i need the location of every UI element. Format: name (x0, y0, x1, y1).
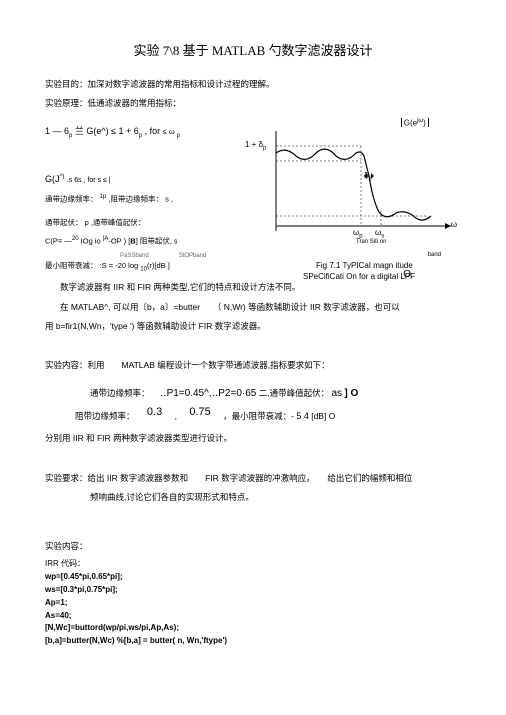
pb-spec-b: ‥P1=0.45^,‥P2=0·65 (160, 388, 256, 399)
band-label: band (428, 252, 441, 258)
code-line-4: Ap=1; (45, 597, 461, 610)
omega-p-label: ωp (353, 228, 363, 240)
principle-line: 实验原理：低通滤波器的常用指标： (45, 96, 461, 111)
amp-a: G(e (404, 118, 417, 127)
code-line-6: [N,Wc]=buttord(wp/pi,ws/pi,Ap,As); (45, 622, 461, 635)
matlab-butter-line: 在 MATLAB^, 可以用〔b，a〕=butter （ N,Wr) 等函数辅助… (45, 300, 461, 315)
page-title: 实验 7\8 基于 MATLAB 勺数字滤波器设计 (45, 40, 461, 59)
sb-spec-g: [dB] O (311, 411, 335, 421)
code-line-5: As=40; (45, 610, 461, 623)
rp-a: 通带起伏： (45, 218, 83, 227)
passband-freq: 通带边缘频率： 1p ,阻带边缘频率： s , (45, 192, 261, 206)
ripple-line: 通带起伏： p ,通带峰值起伏： (45, 216, 261, 230)
cp-sup: 20 (72, 236, 79, 242)
requirements-line2: 频响曲线,讨论它们各自的实现形式和特点。 (45, 490, 461, 505)
fig-caption2: SPeCifiCati On for a digital LPF (303, 272, 415, 281)
f1a: 1 — 6 (45, 126, 69, 136)
code-block: IRR 代码： wp=[0.45*pi,0.65*pi]; ws=[0.3*pi… (45, 558, 461, 648)
omega-s-label: ωs (375, 228, 384, 240)
transition-label: Tran Siti on (356, 239, 386, 245)
rp-b: p ,通带峰值起伏： (85, 218, 146, 227)
stopband-sublabel: StOPband (179, 253, 207, 259)
f1sub3: p (177, 132, 180, 138)
dp-sub: p (263, 145, 266, 151)
sb-spec-e: ，最小阻带衰减：- (223, 411, 294, 421)
amp-label: G(ejω) (401, 118, 429, 128)
passband-spec-line: 通带边缘频率： ‥P1=0.45^,‥P2=0·65 二,通带峰值起伏： as … (45, 385, 461, 403)
delta-p-label: 1 + δp (245, 140, 266, 152)
delta-s-label: δs (364, 171, 371, 183)
pb-spec-f: ] O (344, 388, 358, 399)
ma-a: 最小阻带衰减： (45, 261, 98, 270)
sb-spec-f: 5 4 (296, 411, 309, 421)
f2e: s ≤ | (98, 177, 111, 184)
code-line-7: [b,a]=butter(N,Wc) %[b,a] = butter( n, W… (45, 635, 461, 648)
stopband-spec-line: 阻带边缘频率： 0.3 , 0.75 ，最小阻带衰减：- 5 4 [dB] O (45, 407, 461, 427)
fig-caption1: Fig 7.1 TyPICaI magn itude (316, 261, 413, 270)
f1b: 兰 G(e^) ≤ 1 + 6 (72, 126, 138, 136)
cp-f: ] 阻带起伏, (136, 236, 172, 245)
purpose-line: 实验目的：加深对数字滤波器的常用指标和设计过程的理解。 (45, 77, 461, 92)
requirements-line: 实验要求：给出 IIR 数字滤波器参数和 FIR 数字滤波器的冲激响应， 给出它… (45, 471, 461, 486)
min-atten: 最小阻带衰减： :S = -20 log 10(r)[dB ] (45, 259, 261, 275)
pb-spec-e: as (331, 388, 342, 399)
f1d: ≤ ω (163, 127, 177, 136)
sb-spec-b: 0.3 (147, 406, 162, 418)
omega-axis-label: ω (451, 220, 457, 229)
pb-label2: ,阻带边缘频率： (108, 195, 163, 204)
f1c: , for (142, 126, 163, 136)
formula-1: 1 — 6p 兰 G(e^) ≤ 1 + 6p , for ≤ ω p (45, 124, 261, 139)
dp-a: 1 + δ (245, 140, 263, 149)
ma-c: 10 (140, 266, 147, 272)
ds-sub: s (368, 176, 371, 182)
cp-line: C(P= —20 IOg io |A-OP ) [B] 阻带起伏, s (45, 234, 261, 249)
pb-label: 通带边缘频率： (45, 195, 98, 204)
code-line-1: IRR 代码： (45, 558, 461, 571)
both-types-line: 分别用 IIR 和 FIR 两种数字滤波器类型进行设计。 (45, 431, 461, 446)
left-column: 1 — 6p 兰 G(e^) ≤ 1 + 6p , for ≤ ω p G(J^… (45, 116, 261, 280)
fir1-line: 用 b=fir1(N,Wn，'type ') 等函数辅助设计 FIR 数字滤波器… (45, 319, 461, 334)
ma-d: (r)[dB ] (147, 261, 170, 270)
cp-a: C(P= — (45, 236, 72, 245)
f2c: .s 6s , for (67, 177, 98, 184)
pb-spec-a: 通带边缘频率： (90, 388, 150, 398)
f2a: G(J (45, 174, 60, 184)
content-header: 实验内容： (45, 539, 461, 554)
f2sup: ^) (60, 174, 65, 180)
experiment-content-line: 实验内容：利用 MATLAB 编程设计一个数字带通滤波器,指标要求如下： (45, 358, 461, 373)
pb-end: s , (165, 195, 173, 204)
pb-sup: 1p (100, 194, 107, 200)
ma-b: :S = -20 log (100, 261, 141, 270)
cp-d: -OP ) [ (108, 236, 130, 245)
filter-types-line: 数字滤波器有 IIR 和 FIR 两种类型,它们的特点和设计方法不同。 (45, 280, 461, 295)
sb-spec-c: , (175, 411, 177, 421)
formula-2: G(J^) .s 6s , for s ≤ | (45, 174, 261, 184)
code-line-3: ws=[0.3*pi,0.75*pi]; (45, 584, 461, 597)
right-column: G(ejω) 1 + δp δs ωp ωs ω Tran Siti on ba… (261, 116, 461, 280)
code-line-2: wp=[0.45*pi,0.65*pi]; (45, 571, 461, 584)
sb-spec-d: 0.75 (189, 406, 210, 418)
cp-b: IOg io (79, 236, 103, 245)
pb-spec-c: 二,通带峰值起伏： (259, 388, 329, 398)
cp-g: s (172, 238, 177, 245)
sb-spec-a: 阻带边缘频率： (75, 411, 135, 421)
